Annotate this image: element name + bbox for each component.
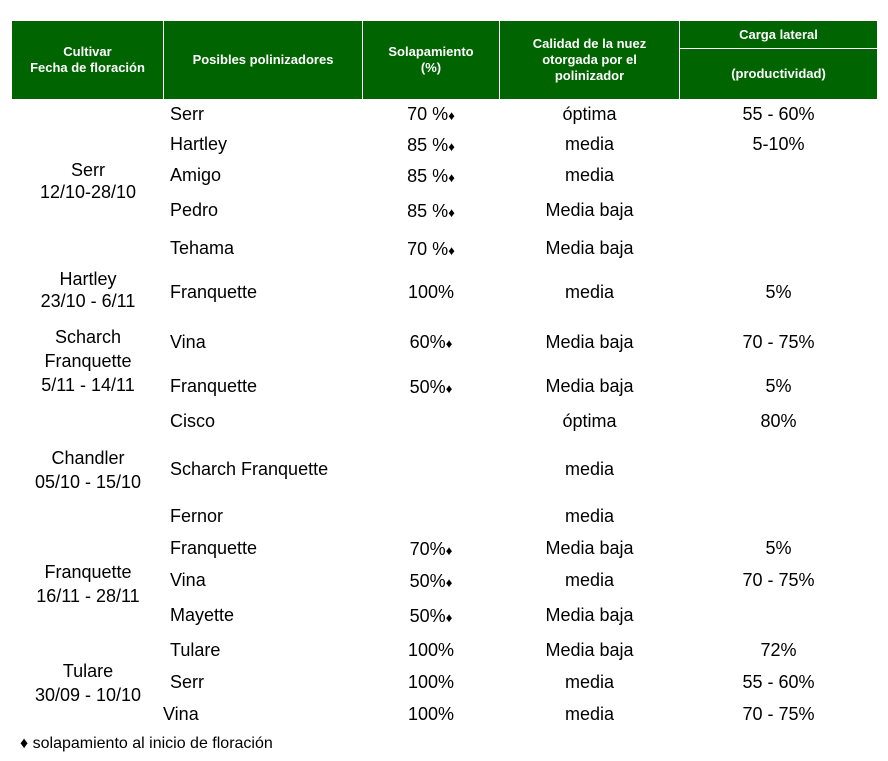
- overlap-cell: 100%: [407, 640, 455, 660]
- quality-cell: media: [564, 134, 615, 154]
- footnote-text: solapamiento al inicio de floración: [32, 735, 273, 752]
- diamond-icon: ♦: [445, 336, 453, 351]
- load-cell: 5%: [765, 376, 792, 396]
- overlap-cell: 85 %♦: [407, 201, 455, 221]
- quality-cell: media: [564, 672, 615, 692]
- quality-cell: media: [564, 570, 615, 590]
- quality-cell: media: [564, 459, 615, 479]
- pollinator-cell: Serr: [170, 104, 205, 124]
- overlap-cell: 100%: [407, 704, 455, 724]
- overlap-cell: 100%: [407, 282, 455, 302]
- header-divider: [679, 21, 680, 99]
- diamond-icon: ♦: [445, 381, 453, 396]
- group-cultivar: Chandler 05/10 - 15/10: [34, 448, 142, 492]
- header-overlap: Solapamiento (%): [388, 44, 474, 75]
- quality-cell: media: [564, 704, 615, 724]
- pollinator-cell: Cisco: [170, 411, 216, 431]
- pollinator-cell: Serr: [170, 672, 205, 692]
- pollinator-cell: Hartley: [170, 134, 228, 154]
- diamond-icon: ♦: [448, 205, 455, 220]
- diamond-icon: ♦: [448, 108, 455, 123]
- group-cultivar: Tulare 30/09 - 10/10: [34, 661, 142, 705]
- diamond-icon: ♦: [448, 170, 455, 185]
- footnote: ♦ solapamiento al inicio de floración: [20, 734, 273, 754]
- load-cell: 70 - 75%: [742, 704, 815, 724]
- pollinator-cell: Amigo: [170, 165, 222, 185]
- load-cell: 70 - 75%: [742, 570, 815, 590]
- header-divider: [163, 21, 164, 99]
- header-quality: Calidad de la nuez otorgada por el polin…: [532, 36, 647, 83]
- overlap-cell: 85 %♦: [407, 166, 455, 186]
- overlap-cell: 100%: [407, 672, 455, 692]
- overlap-cell: 70 %♦: [407, 104, 455, 124]
- overlap-cell: 60%♦: [409, 332, 453, 352]
- group-cultivar: Serr 12/10-28/10: [39, 160, 137, 202]
- quality-cell: óptima: [562, 104, 617, 124]
- header-divider: [362, 21, 363, 99]
- pollinator-cell: Franquette: [170, 282, 258, 302]
- quality-cell: Media baja: [545, 376, 634, 396]
- quality-cell: Media baja: [545, 605, 634, 625]
- load-cell: 72%: [760, 640, 797, 660]
- pollinator-cell: Vina: [170, 332, 206, 352]
- diamond-icon: ♦: [445, 575, 453, 590]
- quality-cell: Media baja: [545, 640, 634, 660]
- diamond-icon: ♦: [445, 543, 453, 558]
- group-cultivar: Hartley 23/10 - 6/11: [40, 269, 136, 311]
- header-productivity: (productividad): [731, 66, 826, 81]
- load-cell: 5-10%: [752, 134, 805, 154]
- overlap-cell: 50%♦: [409, 377, 453, 397]
- load-cell: 55 - 60%: [742, 672, 815, 692]
- header-cultivar-label: Cultivar: [63, 44, 112, 59]
- diamond-icon: ♦: [445, 610, 453, 625]
- quality-cell: Media baja: [545, 332, 634, 352]
- overlap-cell: 50%♦: [409, 571, 453, 591]
- quality-cell: media: [564, 506, 615, 526]
- overlap-cell: 70 %♦: [407, 239, 455, 259]
- quality-cell: Media baja: [545, 200, 634, 220]
- load-cell: 5%: [765, 282, 792, 302]
- pollinator-cell: Scharch Franquette: [170, 459, 329, 479]
- pollinator-cell: Tulare: [170, 640, 221, 660]
- table-header: Cultivar Fecha de floración Posibles pol…: [12, 21, 877, 99]
- load-cell: 70 - 75%: [742, 332, 815, 352]
- load-cell: 5%: [765, 538, 792, 558]
- header-lateral-load: Carga lateral: [739, 26, 818, 42]
- overlap-cell: 85 %♦: [407, 135, 455, 155]
- pollinator-cell: Pedro: [170, 200, 219, 220]
- group-cultivar: Scharch Franquette 5/11 - 14/11: [41, 327, 135, 395]
- header-subdivider: [679, 48, 877, 49]
- overlap-cell: 50%♦: [409, 606, 453, 626]
- diamond-icon: ♦: [20, 735, 29, 752]
- quality-cell: Media baja: [545, 238, 634, 258]
- quality-cell: Media baja: [545, 538, 634, 558]
- overlap-cell: 70%♦: [409, 539, 453, 559]
- diamond-icon: ♦: [448, 139, 455, 154]
- quality-cell: media: [564, 282, 615, 302]
- diamond-icon: ♦: [448, 243, 455, 258]
- header-date-label: Fecha de floración: [30, 60, 145, 75]
- quality-cell: óptima: [562, 411, 617, 431]
- load-cell: 80%: [760, 411, 797, 431]
- pollinator-cell: Franquette: [170, 376, 258, 396]
- pollinator-cell: Vina: [163, 704, 199, 724]
- group-cultivar: Franquette 16/11 - 28/11: [36, 562, 140, 606]
- load-cell: 55 - 60%: [742, 104, 815, 124]
- pollinator-cell: Mayette: [170, 605, 235, 625]
- quality-cell: media: [564, 165, 615, 185]
- header-divider: [499, 21, 500, 99]
- pollinator-cell: Vina: [170, 570, 206, 590]
- pollinator-cell: Fernor: [170, 506, 224, 526]
- pollinator-cell: Franquette: [170, 538, 258, 558]
- pollinator-cell: Tehama: [170, 238, 235, 258]
- header-pollinators: Posibles polinizadores: [192, 52, 334, 67]
- header-cultivar: Cultivar Fecha de floración: [12, 21, 163, 99]
